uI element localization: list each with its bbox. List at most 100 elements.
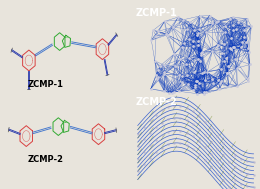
Point <box>162 20 167 23</box>
Point <box>196 32 200 35</box>
Point <box>222 60 226 63</box>
Point <box>160 121 164 124</box>
Point <box>231 23 236 26</box>
Point <box>246 77 250 80</box>
Point <box>154 125 158 129</box>
Point <box>166 143 170 146</box>
Point <box>142 138 146 141</box>
Point <box>191 88 196 91</box>
Point <box>203 92 207 95</box>
Point <box>215 147 219 150</box>
Point <box>191 147 195 150</box>
Point <box>191 45 195 48</box>
Point <box>215 172 219 175</box>
Point <box>197 115 201 118</box>
Point <box>214 21 218 24</box>
Point <box>200 71 204 74</box>
Point <box>184 131 188 134</box>
Point <box>171 26 175 29</box>
Point <box>167 91 171 94</box>
Point <box>223 31 227 34</box>
Point <box>154 138 158 141</box>
Point <box>184 63 188 66</box>
Point <box>160 108 164 112</box>
Point <box>228 46 232 49</box>
Point <box>166 33 170 36</box>
Point <box>202 70 206 73</box>
Point <box>231 28 235 31</box>
Point <box>202 91 206 94</box>
Text: ZCMP-2: ZCMP-2 <box>28 155 64 164</box>
Text: ZCMP-1: ZCMP-1 <box>28 80 64 89</box>
Point <box>200 51 204 54</box>
Point <box>216 78 220 81</box>
Point <box>218 81 222 84</box>
Point <box>162 70 166 73</box>
Point <box>156 30 160 33</box>
Point <box>203 146 207 149</box>
Point <box>220 52 224 55</box>
Point <box>203 133 207 136</box>
Point <box>154 34 158 37</box>
Point <box>172 142 176 145</box>
Point <box>182 41 186 44</box>
Point <box>247 50 251 53</box>
Point <box>205 71 209 74</box>
Point <box>245 172 250 175</box>
Point <box>211 81 215 84</box>
Point <box>191 135 195 138</box>
Point <box>245 47 250 50</box>
Point <box>156 69 160 72</box>
Point <box>199 51 203 54</box>
Point <box>235 67 239 70</box>
Point <box>142 125 146 128</box>
Point <box>197 152 201 155</box>
Point <box>225 71 229 74</box>
Point <box>185 27 189 30</box>
Point <box>181 18 185 21</box>
Point <box>209 140 213 143</box>
Point <box>192 83 197 86</box>
Point <box>136 145 140 148</box>
Point <box>246 80 251 83</box>
Point <box>178 142 183 145</box>
Point <box>191 122 195 125</box>
Point <box>207 14 212 17</box>
Point <box>158 64 162 67</box>
Point <box>226 64 230 67</box>
Point <box>177 74 181 77</box>
Point <box>245 185 250 188</box>
Point <box>236 20 240 23</box>
Point <box>195 34 199 37</box>
Point <box>136 170 140 173</box>
Point <box>239 157 243 160</box>
Point <box>179 46 184 49</box>
Point <box>186 82 190 85</box>
Point <box>217 88 222 91</box>
Point <box>233 58 237 61</box>
Point <box>170 91 174 94</box>
Point <box>227 85 231 88</box>
Point <box>224 56 228 59</box>
Point <box>240 41 244 44</box>
Point <box>232 46 236 49</box>
Point <box>176 15 180 19</box>
Point <box>249 25 254 28</box>
Point <box>227 185 231 188</box>
Point <box>136 157 140 160</box>
Point <box>233 153 237 156</box>
Point <box>162 64 166 67</box>
Point <box>239 182 243 185</box>
Point <box>191 110 195 113</box>
Point <box>244 40 249 43</box>
Point <box>231 45 235 48</box>
Text: ZCMP-2: ZCMP-2 <box>135 97 177 107</box>
Point <box>204 90 208 93</box>
Point <box>251 173 256 176</box>
Point <box>227 160 231 163</box>
Point <box>203 79 207 82</box>
Point <box>195 92 199 95</box>
Point <box>209 165 213 168</box>
Point <box>148 119 152 122</box>
Point <box>225 71 229 74</box>
